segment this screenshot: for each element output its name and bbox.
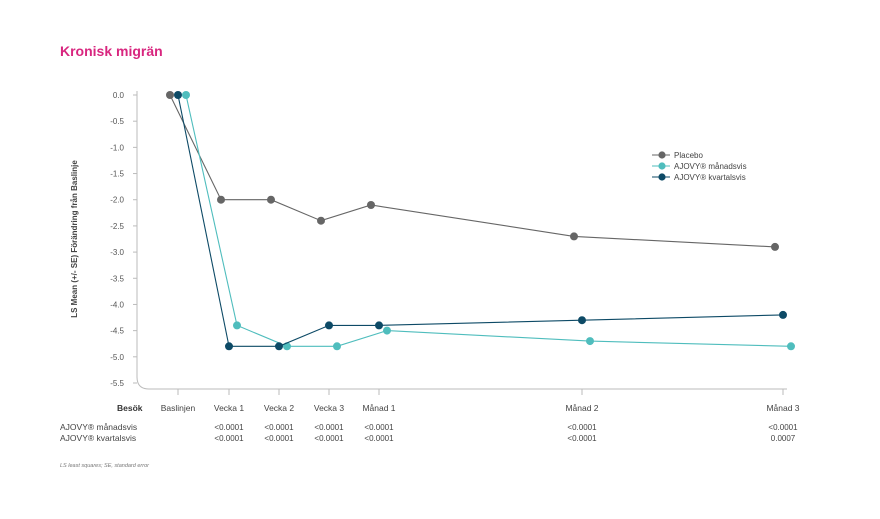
data-point xyxy=(375,321,383,330)
legend-marker xyxy=(658,173,666,181)
legend-marker xyxy=(658,162,666,170)
y-tick-label: -4.5 xyxy=(110,327,124,336)
pvalue-cell: <0.0001 xyxy=(214,434,244,443)
pvalue-cell: <0.0001 xyxy=(768,423,798,432)
series-line xyxy=(185,94,792,347)
pvalue-cell: 0.0007 xyxy=(771,434,796,443)
pvalue-cell: <0.0001 xyxy=(314,434,344,443)
legend-marker xyxy=(658,151,666,159)
axis-lines xyxy=(136,91,787,390)
x-axis-label: Besök xyxy=(117,403,143,413)
footnote: LS least squares; SE, standard error xyxy=(60,463,149,469)
y-tick-label: -1.5 xyxy=(110,170,124,179)
pvalue-cell: <0.0001 xyxy=(364,423,394,432)
data-point xyxy=(217,195,225,204)
data-point xyxy=(275,342,283,351)
y-tick-label: -1.0 xyxy=(110,143,124,152)
pvalue-cell: <0.0001 xyxy=(567,423,597,432)
pvalue-row-label: AJOVY® kvartalsvis xyxy=(60,433,136,443)
pvalue-cell: <0.0001 xyxy=(314,423,344,432)
x-tick-label: Månad 1 xyxy=(362,403,395,413)
data-point xyxy=(317,216,325,225)
pvalue-cell: <0.0001 xyxy=(567,434,597,443)
data-point xyxy=(174,91,182,99)
pvalue-cell: <0.0001 xyxy=(364,434,394,443)
data-point xyxy=(570,232,578,241)
data-point xyxy=(383,326,391,335)
y-tick-label: 0.0 xyxy=(113,91,125,100)
x-tick-label: Vecka 3 xyxy=(314,403,345,413)
x-tick-label: Baslinjen xyxy=(161,403,196,413)
y-tick-label: -2.5 xyxy=(110,222,124,231)
x-tick-label: Vecka 2 xyxy=(264,403,295,413)
data-point xyxy=(779,310,787,319)
series-line xyxy=(177,94,784,347)
data-point xyxy=(225,342,233,351)
x-tick-label: Månad 3 xyxy=(766,403,799,413)
data-point xyxy=(771,242,779,251)
data-point xyxy=(787,342,795,351)
x-tick-label: Vecka 1 xyxy=(214,403,245,413)
y-tick-label: -5.5 xyxy=(110,379,124,388)
y-axis-label: LS Mean (+/- SE) Förändring från Baslinj… xyxy=(70,160,79,318)
pvalue-cell: <0.0001 xyxy=(264,434,294,443)
data-point xyxy=(325,321,333,330)
y-tick-label: -3.5 xyxy=(110,274,124,283)
legend-label: Placebo xyxy=(674,151,703,160)
pvalue-cell: <0.0001 xyxy=(264,423,294,432)
data-point xyxy=(367,201,375,209)
pvalue-row-label: AJOVY® månadsvis xyxy=(60,422,137,432)
y-tick-label: -0.5 xyxy=(110,117,124,126)
legend-label: AJOVY® kvartalsvis xyxy=(674,173,746,182)
data-point xyxy=(333,342,341,351)
data-point xyxy=(233,321,241,330)
y-tick-label: -2.0 xyxy=(110,196,124,205)
pvalue-cell: <0.0001 xyxy=(214,423,244,432)
chart-title: Kronisk migrän xyxy=(60,43,163,59)
y-tick-label: -4.0 xyxy=(110,300,124,309)
data-point xyxy=(166,91,174,99)
data-point xyxy=(182,91,190,99)
data-point xyxy=(267,195,275,204)
data-point xyxy=(578,316,586,325)
legend-label: AJOVY® månadsvis xyxy=(674,162,747,171)
x-tick-label: Månad 2 xyxy=(565,403,598,413)
y-tick-label: -3.0 xyxy=(110,248,124,257)
data-point xyxy=(586,337,594,346)
y-tick-label: -5.0 xyxy=(110,353,124,362)
